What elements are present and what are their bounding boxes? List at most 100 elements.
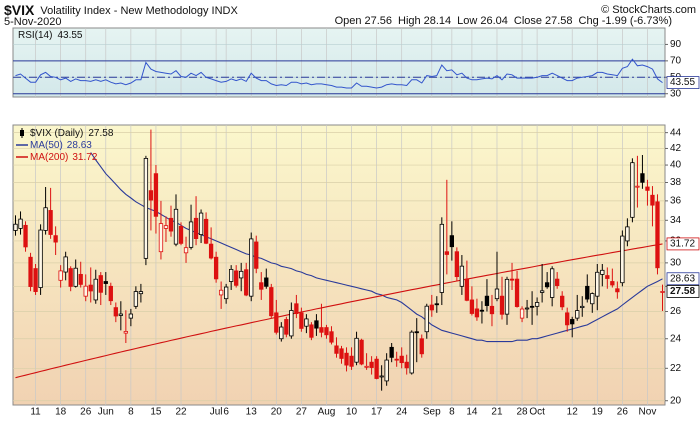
value-tag [666, 285, 700, 298]
value: 26.04 [480, 15, 508, 27]
label: Chg [579, 15, 599, 27]
candle-body [444, 251, 449, 255]
label: Low [457, 15, 477, 27]
candle-body [123, 331, 129, 334]
candle-body [148, 190, 154, 201]
y-tick-label: 34 [670, 215, 682, 226]
candle-body [504, 278, 510, 315]
candle-body [610, 281, 615, 286]
candle-body [409, 331, 414, 374]
candle-body [73, 267, 78, 287]
candle-body [399, 355, 404, 364]
candle-body [188, 221, 194, 248]
candle-body [18, 218, 23, 229]
value: 27.56 [364, 15, 392, 27]
candle-body [294, 303, 299, 315]
candle-body [439, 223, 444, 293]
candle-body [565, 312, 570, 326]
x-tick-label: 26 [617, 407, 629, 418]
x-tick-label: Oct [529, 407, 545, 418]
candle-body [585, 285, 590, 300]
candle-body [354, 337, 359, 363]
candle-body [223, 286, 229, 300]
candle-body [208, 243, 214, 259]
candle-body [625, 226, 630, 242]
candle-body [289, 310, 294, 337]
legend-label: RSI(14) [18, 30, 52, 41]
candle-body [424, 305, 429, 333]
value: (-6.73%) [630, 15, 672, 27]
candle-body [309, 324, 314, 338]
candle-body [173, 208, 179, 245]
legend-entry: $VIX (Daily) 27.58 [30, 128, 114, 139]
legend-label: MA(200) [30, 152, 68, 163]
x-tick-label: Aug [318, 407, 336, 418]
candle-body [264, 277, 269, 287]
candle-body [63, 256, 68, 273]
candle-body [479, 309, 485, 312]
candle-body [555, 278, 560, 286]
candle-body [118, 313, 123, 316]
candle-body [234, 270, 239, 286]
x-tick-label: 18 [55, 407, 67, 418]
candle-body [635, 185, 640, 188]
candle-body [489, 305, 495, 315]
x-tick-label: Sep [423, 407, 441, 418]
security-name: Volatility Index - New Methodology INDX [40, 5, 238, 17]
candle-body [213, 256, 219, 280]
value-tag-label: 28.63 [670, 273, 695, 284]
value: 28.14 [424, 15, 452, 27]
candle-body [274, 312, 279, 333]
candle-body [329, 331, 334, 343]
candle-body [168, 217, 174, 232]
x-tick-label: 8 [128, 407, 134, 418]
candle-body [560, 295, 565, 308]
candle-body [314, 320, 319, 329]
candle-body [384, 359, 389, 382]
candle-body [324, 327, 329, 336]
ohlc-line: Open 27.56 High 28.14 Low 26.04 Close 27.58 Chg -… [335, 15, 672, 27]
y-tick-label: 30 [670, 258, 682, 269]
candle-body [359, 339, 364, 365]
y-tick-label: 40 [670, 160, 682, 171]
candle-body [494, 288, 500, 300]
value: 27.58 [545, 15, 573, 27]
y-tick-label: 36 [670, 196, 682, 207]
candle-body [620, 235, 625, 284]
candle-body [249, 238, 254, 297]
candle-body [645, 186, 650, 191]
candle-body [524, 307, 530, 310]
date: 5-Nov-2020 [4, 16, 61, 28]
legend-entry: MA(200) 31.72 [30, 152, 98, 163]
candle-body [600, 269, 605, 275]
y-tick-label: 70 [670, 55, 682, 66]
y-tick-label: 26 [670, 306, 682, 317]
candle-body [113, 307, 118, 317]
candle-body [429, 304, 434, 311]
price-panel [12, 124, 666, 406]
candle-body [419, 338, 424, 355]
legend-entry: MA(50) 28.63 [30, 140, 92, 151]
x-tick-label: 26 [80, 407, 92, 418]
candle-body [389, 346, 394, 358]
legend-entry: RSI(14) 43.55 [18, 30, 83, 41]
candle-body [434, 303, 439, 306]
candle-body [590, 293, 595, 305]
candle-body [244, 269, 249, 296]
x-tick-label: 17 [371, 407, 383, 418]
candle-body [334, 345, 339, 354]
value-tag [666, 272, 700, 286]
candle-body [193, 217, 199, 239]
candle-body [605, 275, 610, 279]
candle-body [349, 355, 354, 367]
candle-body [519, 308, 525, 319]
candle-body [58, 270, 63, 281]
candle-body [218, 289, 224, 296]
candle-body [178, 225, 184, 244]
copyright: © StockCharts.com [601, 4, 696, 16]
x-tick-label: 13 [246, 407, 258, 418]
y-tick-label: 38 [670, 177, 682, 188]
candle-body [655, 201, 660, 269]
candle-body [83, 285, 88, 297]
y-tick-label: 22 [670, 363, 682, 374]
